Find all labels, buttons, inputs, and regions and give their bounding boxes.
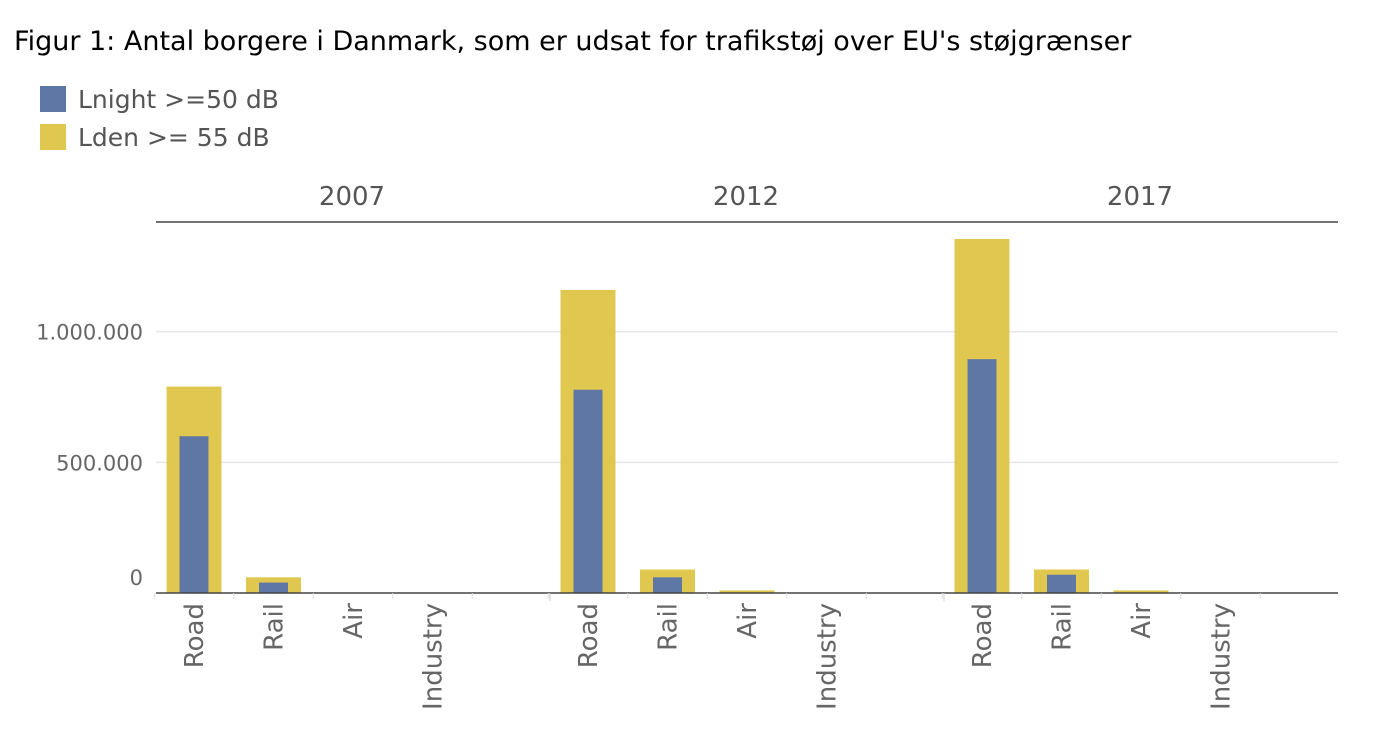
bars-layer	[166, 238, 1169, 593]
bar-lden-2017-air	[1113, 590, 1169, 593]
x-tick-label: Road	[968, 603, 998, 668]
x-tick-label: Air	[1127, 603, 1157, 639]
chart-legend: Lnight >=50 dB Lden >= 55 dB	[40, 80, 279, 156]
bar-lnight-2012-road	[573, 389, 603, 593]
y-tick-label: 500.000	[56, 451, 143, 475]
legend-label-lden: Lden >= 55 dB	[78, 122, 270, 152]
group-header-2007: 2007	[319, 182, 385, 212]
x-tick-label: Industry	[1207, 603, 1237, 710]
bar-lnight-2012-rail	[653, 577, 682, 593]
group-header-2017: 2017	[1107, 182, 1173, 212]
legend-label-lnight: Lnight >=50 dB	[78, 84, 279, 114]
bar-lnight-2007-rail	[259, 582, 288, 593]
legend-item-lnight: Lnight >=50 dB	[40, 80, 279, 118]
y-tick-label: 0	[130, 566, 143, 590]
bar-lnight-2017-road	[967, 359, 997, 593]
group-header-2012: 2012	[713, 182, 779, 212]
labels-layer: 0 500.000 1.000.000 2007 Road Rail Air Industry…	[36, 182, 1236, 710]
legend-swatch-lnight	[40, 86, 66, 112]
axes-layer	[153, 221, 1338, 601]
y-tick-label: 1.000.000	[36, 321, 143, 345]
legend-swatch-lden	[40, 124, 66, 150]
x-tick-label: Industry	[813, 603, 843, 710]
bar-lnight-2007-road	[179, 436, 209, 593]
x-tick-label: Industry	[419, 603, 449, 710]
grid-layer	[156, 330, 1338, 464]
legend-item-lden: Lden >= 55 dB	[40, 118, 279, 156]
x-tick-label: Air	[733, 603, 763, 639]
x-tick-label: Road	[180, 603, 210, 668]
bar-lden-2012-air	[719, 590, 775, 593]
chart-title: Figur 1: Antal borgere i Danmark, som er…	[14, 26, 1132, 57]
x-tick-label: Air	[339, 603, 369, 639]
x-tick-label: Rail	[1048, 603, 1078, 651]
x-tick-label: Rail	[260, 603, 290, 651]
x-tick-label: Road	[574, 603, 604, 668]
bar-lnight-2017-rail	[1047, 574, 1076, 593]
x-tick-label: Rail	[654, 603, 684, 651]
